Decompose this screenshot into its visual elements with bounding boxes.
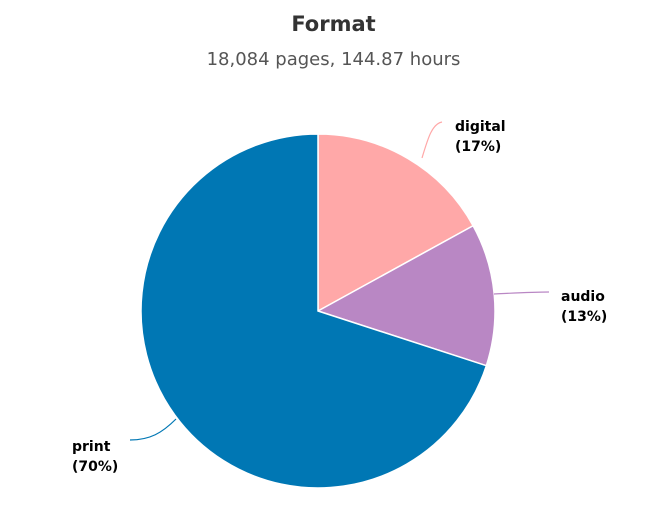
chart-subtitle: 18,084 pages, 144.87 hours: [206, 49, 461, 70]
slice-label-digital: digital (17%): [455, 119, 506, 155]
connector-audio: [493, 291, 550, 295]
slice-name-audio: audio: [561, 289, 605, 305]
slice-name-print: print: [72, 439, 111, 455]
slice-percent-digital: (17%): [455, 139, 501, 155]
slice-label-print: print (70%): [72, 439, 118, 475]
connector-digital: [421, 121, 443, 159]
pie-slices: [140, 133, 496, 489]
slice-percent-print: (70%): [72, 459, 118, 475]
connector-print: [129, 418, 177, 441]
pie-slice-print: [140, 133, 488, 489]
pie-slice-digital: [317, 133, 475, 313]
chart-title: Format: [291, 12, 376, 36]
slice-name-digital: digital: [455, 119, 506, 135]
slice-labels: digital (17%) audio (13%) print (70%): [72, 119, 607, 475]
label-connectors: [129, 121, 550, 441]
slice-percent-audio: (13%): [561, 309, 607, 325]
slice-label-audio: audio (13%): [561, 289, 607, 325]
